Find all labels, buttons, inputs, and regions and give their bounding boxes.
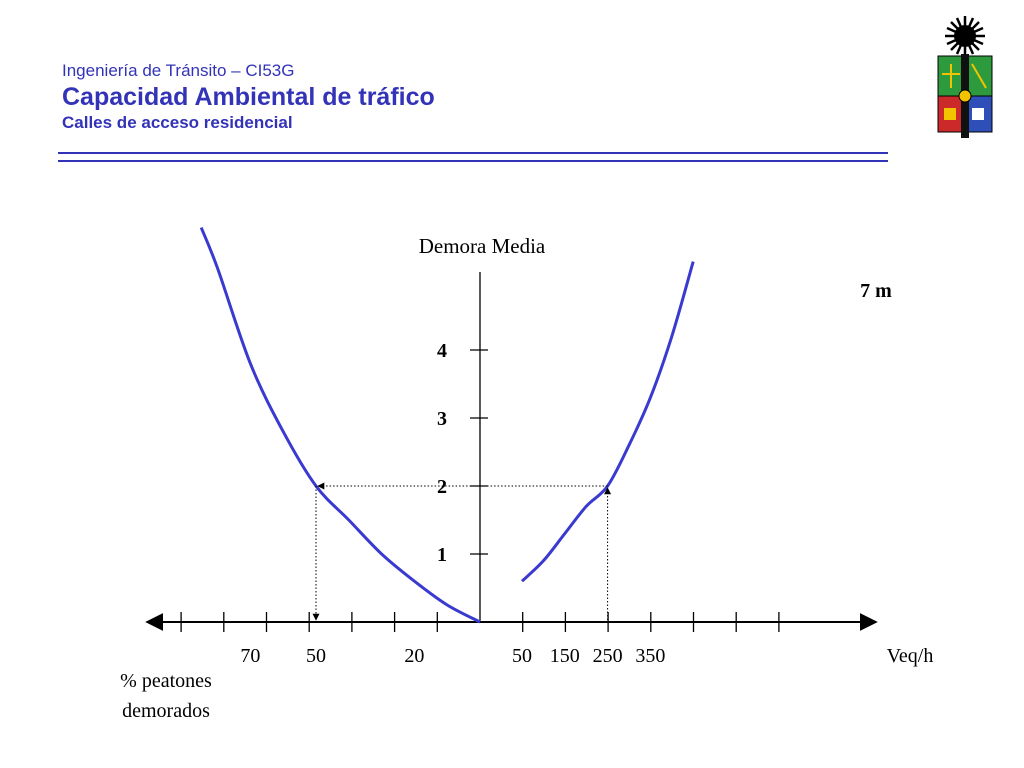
x-tick-label-peatones: 50	[306, 645, 326, 667]
course-code: Ingeniería de Tránsito – CI53G	[62, 61, 295, 80]
shield-icon	[937, 54, 993, 138]
series-7m-curve	[520, 261, 695, 583]
slide-subtitle: Calles de acceso residencial	[62, 113, 293, 132]
y-axis-label: Demora Media	[419, 234, 546, 258]
y-tick-label: 2	[437, 476, 447, 498]
series-left-curve	[199, 227, 481, 624]
y-ticks	[470, 349, 488, 555]
header-rule-bottom	[58, 160, 888, 162]
university-crest-icon	[937, 16, 993, 138]
x-axis-label-left-line1: % peatones	[120, 670, 212, 692]
y-tick-label: 1	[437, 544, 447, 566]
slide-title: Capacidad Ambiental de tráfico	[62, 83, 435, 111]
x-tick-label-veq: 350	[635, 645, 665, 667]
x-tick-label-peatones: 20	[404, 645, 424, 667]
slide-header: Ingeniería de Tránsito – CI53G Capacidad…	[62, 60, 435, 134]
x-tick-labels: 50 150 250 350 70 50 20	[240, 645, 665, 667]
y-tick-labels: 1 2 3 4	[437, 340, 447, 566]
y-tick-label: 3	[437, 408, 447, 430]
header-rule-top	[58, 152, 888, 154]
x-tick-label-veq: 50	[512, 645, 532, 667]
x-tick-label-veq: 150	[550, 645, 580, 667]
x-axis-label-left-line2: demorados	[122, 700, 210, 722]
star-emblem-icon	[945, 16, 985, 56]
y-tick-label: 4	[437, 340, 447, 362]
x-axis-label-right: Veq/h	[887, 645, 934, 667]
x-ticks	[180, 612, 780, 632]
x-tick-label-veq: 250	[593, 645, 623, 667]
x-tick-label-peatones: 70	[240, 645, 260, 667]
series-label-7m: 7 m	[860, 280, 892, 302]
